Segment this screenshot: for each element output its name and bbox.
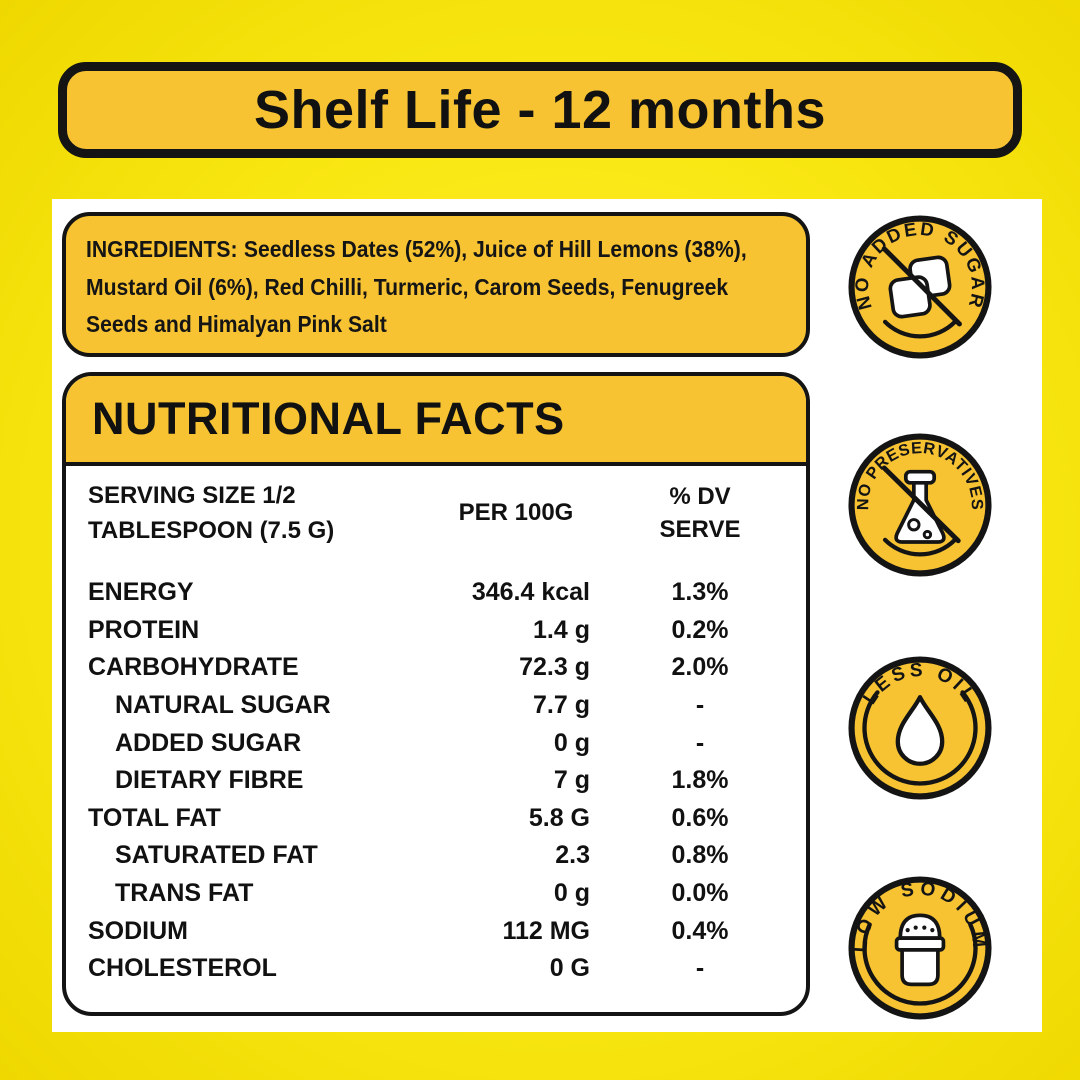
nutrient-per-100g: 72.3 g [519,653,590,682]
nutrient-name: SATURATED FAT [115,841,318,870]
slash-icon [881,465,961,544]
nutrient-dv: 1.3% [671,578,729,607]
shelf-life-banner: Shelf Life - 12 months [58,62,1022,158]
badge-inner-ring [862,690,978,786]
nutrition-facts-box: NUTRITIONAL FACTS SERVING SIZE 1/2 TABLE… [62,372,810,1016]
nutrition-facts-title: NUTRITIONAL FACTS [92,393,565,444]
badge-inner-ring [862,922,978,1006]
ingredients-label: INGREDIENTS: [86,236,238,262]
badge-bottom-arc [882,319,958,339]
table-row-cholesterol: CHOLESTEROL 0 G - [88,950,784,988]
ingredients-paragraph: INGREDIENTS: Seedless Dates (52%), Juice … [86,231,786,344]
dv-serve-header: % DV SERVE [659,483,741,543]
nutrient-name: NATURAL SUGAR [115,691,331,720]
nutrient-dv: - [695,954,705,983]
nutrient-name: ADDED SUGAR [115,728,302,757]
nutrient-per-100g: 7 g [553,766,590,795]
table-row-energy: ENERGY 346.4 kcal 1.3% [88,574,784,612]
nutrient-per-100g: 0 g [553,879,590,908]
nutrient-dv: 0.8% [671,841,729,870]
nutrient-dv: 0.2% [671,615,729,644]
no-added-sugar-stamp: NO ADDED SUGAR [848,215,992,359]
nutrition-rows: ENERGY 346.4 kcal 1.3% PROTEIN 1.4 g 0.2… [88,560,784,988]
table-row-carbohydrate: CARBOHYDRATE 72.3 g 2.0% [88,649,784,687]
nutrient-dv: 0.6% [671,803,729,832]
nutrient-name: TOTAL FAT [88,803,221,832]
badge-less-oil: LESS OIL [846,654,994,802]
nutrition-facts-title-bar: NUTRITIONAL FACTS [66,376,806,466]
badge-bottom-arc [882,537,958,557]
nutrient-per-100g: 2.3 [555,841,590,870]
nutrient-dv: 1.8% [671,766,729,795]
nutrient-dv: 0.4% [671,916,729,945]
table-row-dietary-fibre: DIETARY FIBRE 7 g 1.8% [88,762,784,800]
table-row-trans-fat: TRANS FAT 0 g 0.0% [88,875,784,913]
nutrient-per-100g: 5.8 G [528,803,590,832]
nutrient-name: SODIUM [88,916,188,945]
flask-icon [881,465,961,544]
per-100g-header: PER 100G [458,499,574,526]
less-oil-stamp: LESS OIL [848,656,992,800]
low-sodium-stamp: LOW SODIUM [848,876,992,1020]
label-panel: INGREDIENTS: Seedless Dates (52%), Juice … [52,199,1042,1032]
nutrient-dv: - [695,691,705,720]
ingredients-text: Seedless Dates (52%), Juice of Hill Lemo… [86,236,747,337]
badge-no-added-sugar: NO ADDED SUGAR [846,213,994,361]
nutrient-per-100g: 346.4 kcal [471,578,590,607]
nutrient-per-100g: 112 MG [502,916,590,945]
slash-icon [881,246,962,327]
nutrient-name: CHOLESTEROL [88,954,277,983]
serving-size-header: SERVING SIZE 1/2 TABLESPOON (7.5 G) [88,482,335,544]
table-row-natural-sugar: NATURAL SUGAR 7.7 g - [88,687,784,725]
nutrient-name: DIETARY FIBRE [115,766,304,795]
nutrient-per-100g: 0 G [549,954,590,983]
nutrient-name: PROTEIN [88,615,200,644]
nutrition-table: SERVING SIZE 1/2 TABLESPOON (7.5 G) PER … [66,466,806,988]
shelf-life-text: Shelf Life - 12 months [253,80,827,140]
no-preservatives-stamp: NO PRESERVATIVES [848,433,992,577]
salt-shaker-icon [894,913,946,987]
nutrient-per-100g: 7.7 g [533,691,590,720]
table-row-protein: PROTEIN 1.4 g 0.2% [88,612,784,650]
oil-droplet-icon [895,695,945,766]
table-row-sodium: SODIUM 112 MG 0.4% [88,912,784,950]
nutrient-name: TRANS FAT [115,879,254,908]
badge-low-sodium: LOW SODIUM [846,874,994,1022]
ingredients-box: INGREDIENTS: Seedless Dates (52%), Juice … [62,212,810,357]
table-row-total-fat: TOTAL FAT 5.8 G 0.6% [88,800,784,838]
nutrient-name: CARBOHYDRATE [88,653,299,682]
nutrient-per-100g: 0 g [553,728,590,757]
badge-no-preservatives: NO PRESERVATIVES [846,431,994,579]
nutrient-dv: - [695,728,705,757]
table-row-saturated-fat: SATURATED FAT 2.3 0.8% [88,837,784,875]
nutrient-dv: 0.0% [671,879,729,908]
nutrition-table-header: SERVING SIZE 1/2 TABLESPOON (7.5 G) PER … [88,466,784,560]
sugar-cubes-icon [881,246,962,327]
nutrient-name: ENERGY [88,578,194,607]
nutrient-per-100g: 1.4 g [533,615,590,644]
nutrient-dv: 2.0% [671,653,729,682]
table-row-added-sugar: ADDED SUGAR 0 g - [88,724,784,762]
